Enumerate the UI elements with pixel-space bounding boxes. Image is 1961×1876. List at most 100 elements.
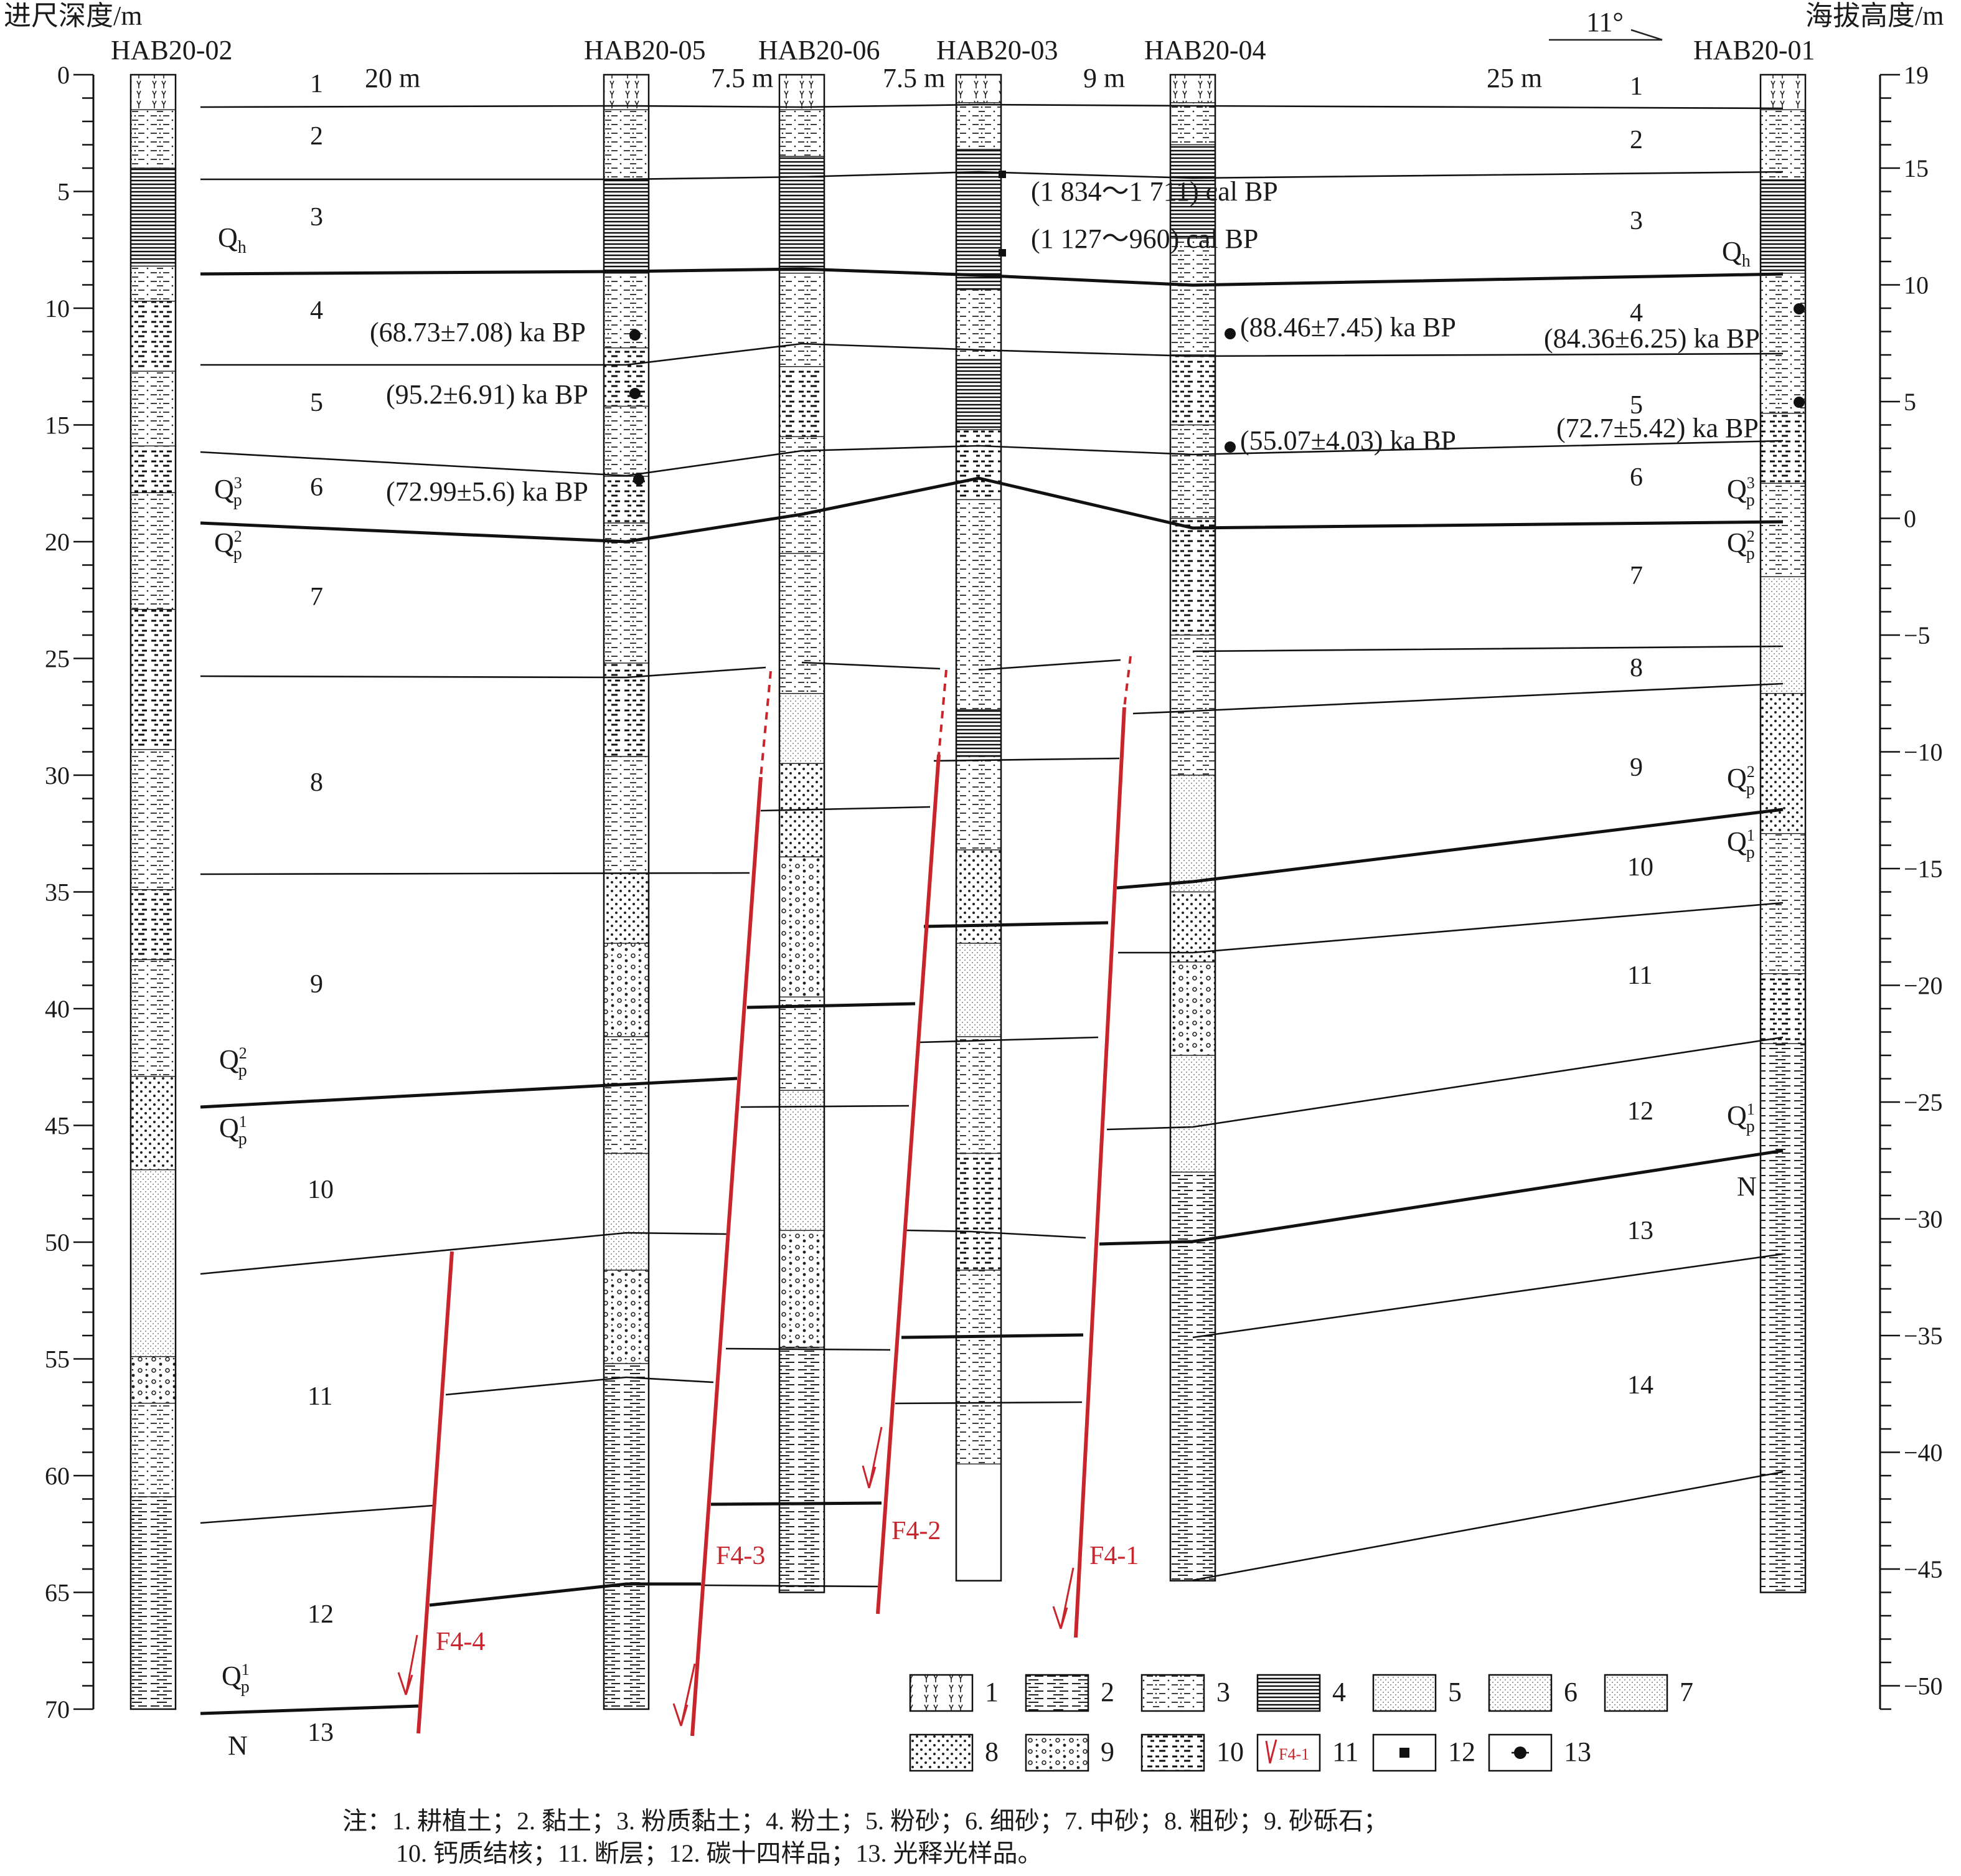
layer-number: 9 [1630, 753, 1643, 782]
boundary-line [1118, 902, 1784, 954]
lithology-band [130, 445, 176, 493]
legend-item-11: F4-1 11 [1256, 1733, 1358, 1772]
layer-number: 8 [1630, 654, 1643, 682]
legend-item-8: 8 [909, 1733, 999, 1772]
strat-label-Qh-left: Qh [218, 222, 247, 257]
legend-label: 9 [1101, 1737, 1114, 1767]
lithology-band [603, 522, 649, 664]
right-tick-label: 5 [1904, 388, 1916, 416]
right-tick-label: −50 [1904, 1672, 1943, 1700]
boundary-line [200, 1704, 419, 1715]
borehole-column-HAB20-06 [778, 73, 825, 1593]
layer-number: 13 [308, 1718, 334, 1747]
lithology-band [130, 109, 176, 169]
strat-label-N-left: N [228, 1730, 248, 1761]
boundary-line [895, 1401, 1083, 1405]
boundary-line [1099, 1149, 1784, 1246]
lithology-band [130, 167, 176, 267]
boundary-line [1132, 682, 1784, 715]
svg-text:Q3p: Q3 p [214, 474, 242, 510]
left-depth-axis: 0 5 10 15 20 25 30 35 40 45 50 55 60 65 70 [45, 61, 95, 1723]
strat-label-Qp2-right-lower: Q2 p [1727, 763, 1755, 799]
legend-swatch [1140, 1733, 1205, 1772]
lithology-band [130, 265, 176, 302]
boundary-line [740, 1105, 910, 1108]
right-tick-label: −45 [1904, 1555, 1943, 1583]
boundary-line [1192, 1253, 1784, 1339]
legend-label: 10 [1216, 1737, 1244, 1767]
boundary-line [200, 267, 1784, 287]
legend-swatch [1025, 1733, 1089, 1772]
lithology-band [603, 405, 649, 477]
left-tick-label: 30 [45, 761, 70, 790]
left-tick-label: 20 [45, 528, 70, 556]
lithology-band [603, 1152, 649, 1271]
boundary-line [710, 1501, 882, 1506]
boundary-line [445, 1376, 714, 1396]
fault-symbol-icon [1265, 1739, 1277, 1764]
fault-arrow [1052, 1567, 1075, 1629]
lithology-band [1170, 424, 1216, 519]
c14-sample-marker [999, 249, 1006, 257]
legend-item-2: 2 [1025, 1674, 1114, 1712]
fault-label-F4-3: F4-3 [716, 1542, 765, 1570]
lithology-band [1170, 1171, 1216, 1581]
lithology-band [779, 693, 825, 764]
svg-text:Q1p: Q1 p [222, 1661, 250, 1697]
boundary-line [200, 171, 1784, 181]
layer-number: 7 [1630, 562, 1643, 590]
borehole-outline [778, 73, 825, 1593]
boundary-line [200, 872, 750, 875]
lithology-band [779, 553, 825, 694]
borehole-name-HAB20-02: HAB20-02 [111, 35, 233, 65]
lithology-band [779, 1230, 825, 1348]
lithology-band [130, 1169, 176, 1357]
boundary-line [200, 342, 1784, 366]
right-tick-label: 15 [1904, 154, 1929, 182]
left-tick-label: 60 [45, 1462, 70, 1490]
layer-number: 13 [1627, 1217, 1653, 1245]
borehole-column-HAB20-05 [603, 73, 650, 1710]
left-tick-label: 35 [45, 879, 70, 907]
lithology-band [1760, 413, 1806, 484]
age-label: (95.2±6.91) ka BP [386, 379, 588, 410]
legend-item-1: 1 [909, 1674, 999, 1712]
layer-number: 2 [1630, 126, 1643, 154]
lithology-band [1170, 354, 1216, 426]
lithology-band [603, 662, 649, 757]
legend-label: 7 [1680, 1677, 1693, 1707]
fault-arrow [862, 1426, 883, 1489]
lithology-band [956, 849, 1002, 944]
svg-text:Qh: Qh [1722, 236, 1751, 271]
svg-text:Q2p: Q2 p [1727, 527, 1755, 563]
lithology-band [130, 959, 176, 1077]
borehole-outline [1759, 73, 1807, 1593]
boundary-line [933, 757, 1120, 762]
age-label: (88.46±7.45) ka BP [1240, 312, 1456, 342]
fault-line-F4-1-inferred [1123, 656, 1132, 708]
note-line-1: 注：1. 耕植土；2. 黏土；3. 粉质黏土；4. 粉土；5. 粉砂；6. 细砂… [342, 1807, 1388, 1835]
fault-label-F4-4: F4-4 [436, 1628, 485, 1656]
legend-label: 11 [1332, 1737, 1358, 1767]
legend-label: 2 [1101, 1677, 1114, 1707]
right-tick-label: 10 [1904, 271, 1929, 299]
lithology-band [779, 436, 825, 554]
spacing-label: 25 m [1487, 63, 1542, 93]
layer-number: 11 [1627, 961, 1652, 990]
fault-line-F4-2-inferred [938, 669, 948, 755]
left-tick-label: 55 [45, 1346, 70, 1374]
left-tick-label: 50 [45, 1228, 70, 1256]
lithology-band [1170, 237, 1216, 356]
svg-text:Q1p: Q1 p [219, 1113, 247, 1149]
lithology-band [603, 1036, 649, 1154]
borehole-column-HAB20-04 [1169, 73, 1216, 1581]
lithology-band [956, 429, 1002, 501]
borehole-name-HAB20-05: HAB20-05 [584, 35, 706, 65]
boundary-line [760, 806, 931, 812]
age-label: (1 127～960) cal BP [1031, 224, 1258, 254]
svg-text:Q1p: Q1 p [1727, 826, 1755, 862]
c14-sample-marker [999, 171, 1006, 178]
strat-label-Qp1-right-lower: Q1 p [1727, 1100, 1755, 1136]
lithology-band [779, 74, 825, 110]
fault-label-F4-1: F4-1 [1089, 1542, 1139, 1570]
